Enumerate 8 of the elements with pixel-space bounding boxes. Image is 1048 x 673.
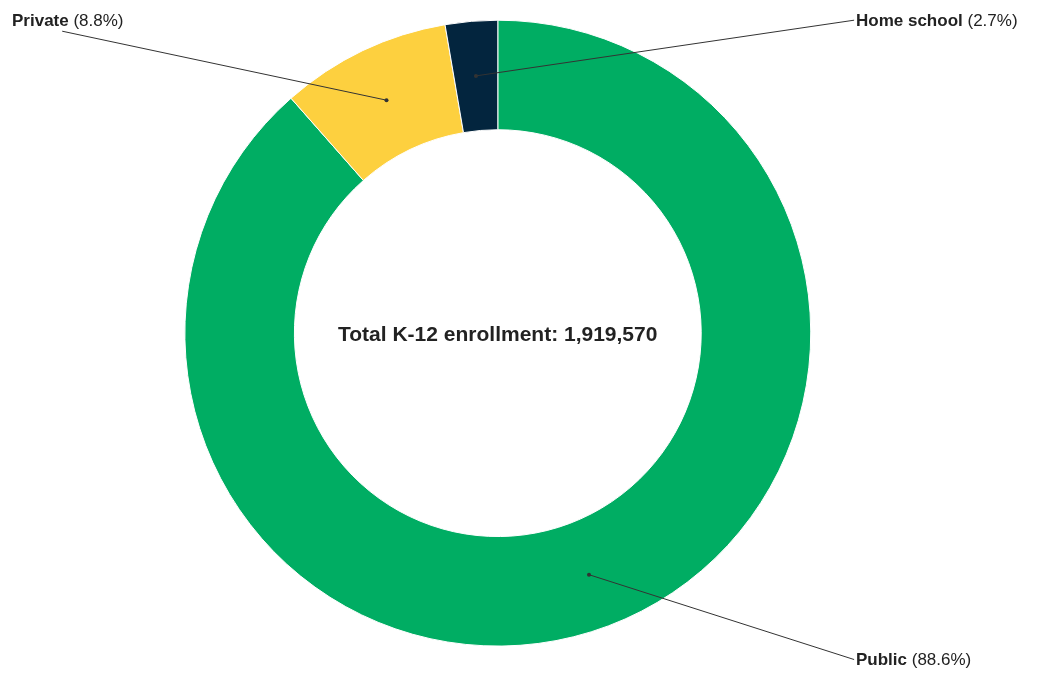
slice-label: Public	[856, 650, 908, 669]
slice-label: Private	[12, 11, 69, 30]
text: Total K-12 enrollment: 1,919,570	[338, 322, 658, 345]
data-label: (88.6%)	[911, 650, 972, 669]
slice-label: Home school	[856, 11, 963, 30]
data-label: (8.8%)	[73, 11, 124, 30]
data-label: (2.7%)	[967, 11, 1018, 30]
donut-slice	[184, 19, 812, 647]
